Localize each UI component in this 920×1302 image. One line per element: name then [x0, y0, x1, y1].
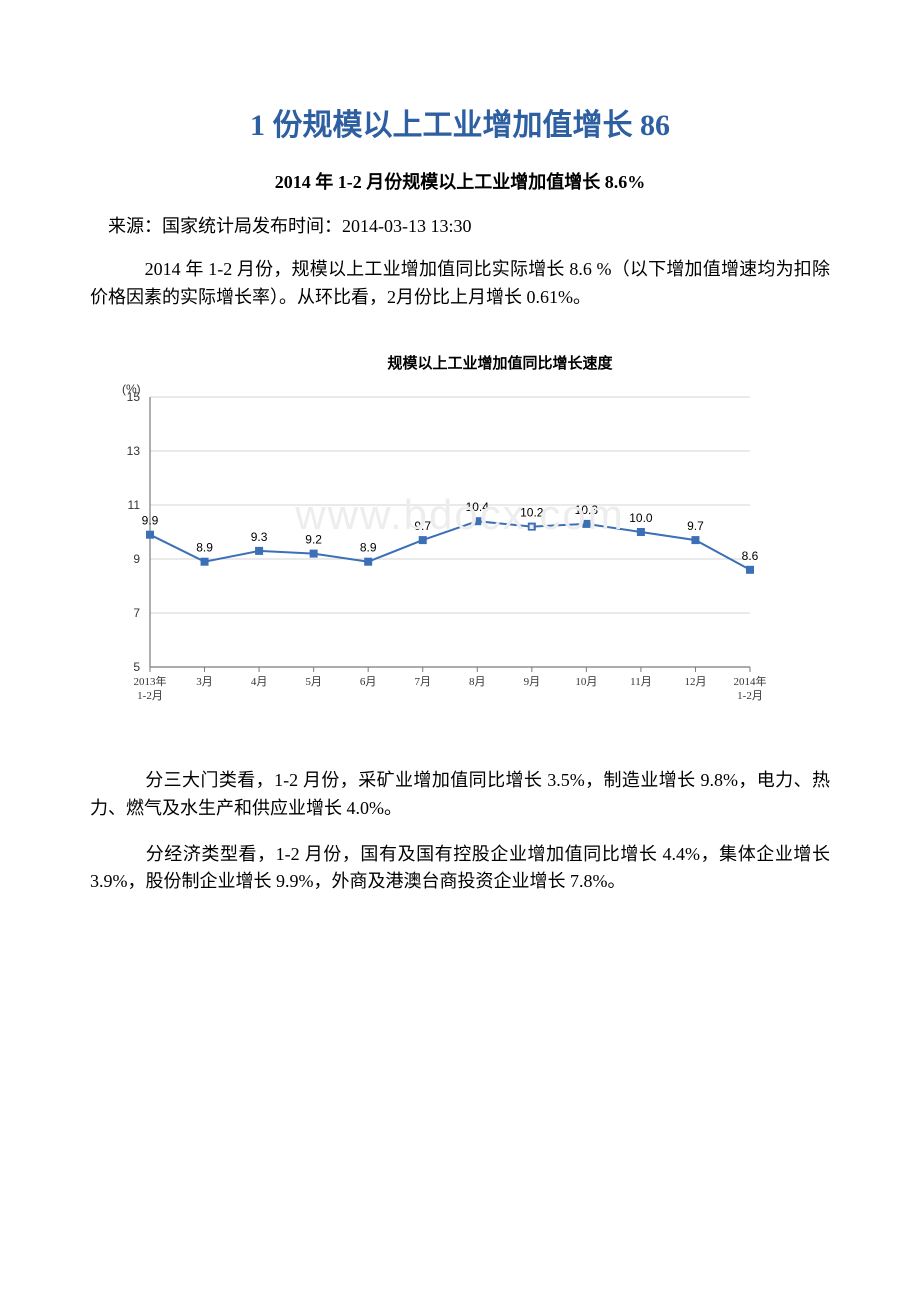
svg-text:9.7: 9.7 [687, 519, 704, 533]
svg-text:10.3: 10.3 [575, 503, 599, 517]
svg-text:10.0: 10.0 [629, 511, 653, 525]
svg-text:5: 5 [133, 660, 140, 674]
svg-text:9.9: 9.9 [142, 513, 159, 527]
svg-text:3月: 3月 [196, 676, 213, 688]
svg-text:8月: 8月 [469, 676, 486, 688]
svg-text:2013年: 2013年 [134, 674, 167, 688]
svg-text:9.7: 9.7 [414, 519, 431, 533]
svg-text:2014年: 2014年 [734, 674, 767, 688]
svg-text:12月: 12月 [684, 676, 706, 688]
paragraph-3: 分经济类型看，1-2 月份，国有及国有控股企业增加值同比增长 4.4%，集体企业… [90, 841, 830, 897]
svg-text:10月: 10月 [575, 676, 597, 688]
svg-text:1-2月: 1-2月 [137, 690, 163, 702]
svg-text:8.9: 8.9 [360, 540, 377, 554]
svg-text:9.2: 9.2 [305, 532, 322, 546]
svg-text:13: 13 [127, 444, 141, 458]
svg-text:11月: 11月 [630, 676, 652, 688]
source-line: 来源：国家统计局发布时间：2014-03-13 13:30 [90, 212, 830, 238]
svg-text:9: 9 [133, 552, 140, 566]
svg-text:(%): (%) [122, 382, 141, 396]
svg-text:9月: 9月 [524, 676, 541, 688]
svg-text:8.9: 8.9 [196, 540, 213, 554]
chart-title: 规模以上工业增加值同比增长速度 [170, 352, 830, 373]
paragraph-1: 2014 年 1-2 月份，规模以上工业增加值同比实际增长 8.6 %（以下增加… [90, 256, 830, 312]
chart-container: www.bdocx.com 规模以上工业增加值同比增长速度 579111315(… [90, 352, 830, 717]
line-chart: 579111315(%)2013年1-2月3月4月5月6月7月8月9月10月11… [90, 377, 770, 717]
svg-text:1-2月: 1-2月 [737, 690, 763, 702]
svg-text:5月: 5月 [305, 676, 322, 688]
page-title: 1 份规模以上工业增加值增长 86 [90, 100, 830, 144]
subtitle: 2014 年 1-2 月份规模以上工业增加值增长 8.6% [90, 168, 830, 194]
svg-text:7月: 7月 [414, 676, 431, 688]
svg-text:10.4: 10.4 [466, 500, 490, 514]
svg-text:4月: 4月 [251, 676, 268, 688]
svg-text:11: 11 [128, 498, 141, 512]
svg-text:7: 7 [133, 606, 140, 620]
svg-text:6月: 6月 [360, 676, 377, 688]
paragraph-2: 分三大门类看，1-2 月份，采矿业增加值同比增长 3.5%，制造业增长 9.8%… [90, 767, 830, 823]
svg-text:10.2: 10.2 [520, 505, 544, 519]
svg-text:8.6: 8.6 [742, 549, 759, 563]
svg-text:9.3: 9.3 [251, 530, 268, 544]
